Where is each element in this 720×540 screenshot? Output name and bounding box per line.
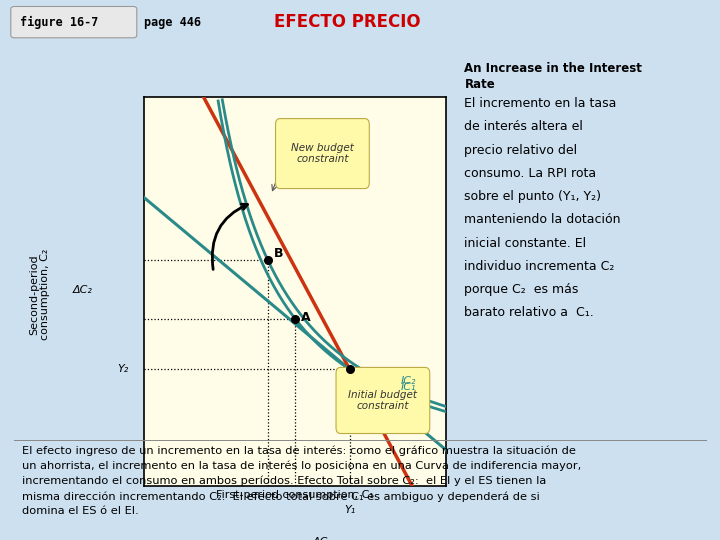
Text: de interés altera el: de interés altera el	[464, 120, 583, 133]
Text: ΔC₁: ΔC₁	[312, 537, 333, 540]
Text: An Increase in the Interest
Rate: An Increase in the Interest Rate	[464, 62, 642, 91]
Text: A: A	[301, 310, 311, 324]
Text: Second-period
consumption, C₂: Second-period consumption, C₂	[29, 248, 50, 340]
Text: Y₁: Y₁	[344, 505, 355, 516]
Text: page 446: page 446	[144, 16, 201, 29]
X-axis label: First-period consumption, C₁: First-period consumption, C₁	[216, 490, 374, 500]
Text: inicial constante. El: inicial constante. El	[464, 237, 587, 249]
Text: IC₁: IC₁	[401, 382, 417, 393]
Text: figure 16-7: figure 16-7	[20, 16, 99, 29]
Text: porque C₂  es más: porque C₂ es más	[464, 283, 579, 296]
FancyBboxPatch shape	[276, 119, 369, 188]
Text: El incremento en la tasa: El incremento en la tasa	[464, 97, 617, 110]
Text: Y₂: Y₂	[117, 364, 129, 374]
Text: IC₂: IC₂	[401, 376, 417, 386]
Text: consumo. La RPI rota: consumo. La RPI rota	[464, 167, 597, 180]
Text: B: B	[274, 247, 284, 260]
Text: New budget
constraint: New budget constraint	[291, 143, 354, 164]
Text: manteniendo la dotación: manteniendo la dotación	[464, 213, 621, 226]
Text: barato relativo a  C₁.: barato relativo a C₁.	[464, 306, 594, 319]
Text: sobre el punto (Y₁, Y₂): sobre el punto (Y₁, Y₂)	[464, 190, 601, 203]
Text: Initial budget
constraint: Initial budget constraint	[348, 390, 418, 411]
Text: El efecto ingreso de un incremento en la tasa de interés: como el gráfico muestr: El efecto ingreso de un incremento en la…	[22, 446, 581, 516]
Text: precio relativo del: precio relativo del	[464, 144, 577, 157]
Text: ΔC₂: ΔC₂	[73, 285, 93, 295]
Text: individuo incrementa C₂: individuo incrementa C₂	[464, 260, 615, 273]
FancyBboxPatch shape	[336, 367, 430, 434]
Text: EFECTO PRECIO: EFECTO PRECIO	[274, 13, 420, 31]
